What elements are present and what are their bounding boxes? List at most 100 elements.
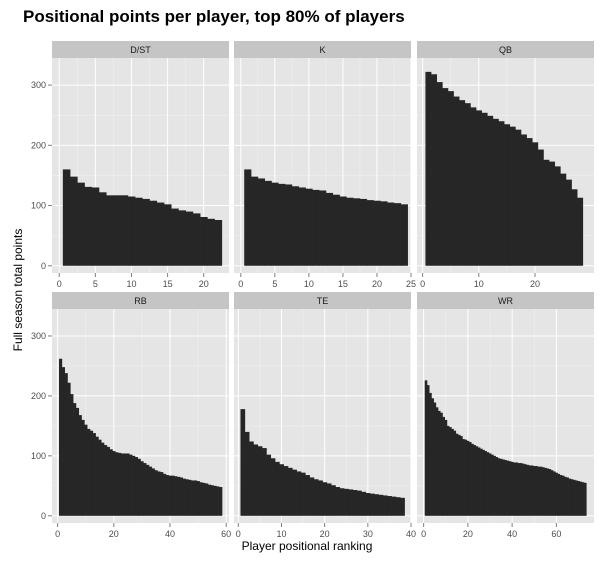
- bar-wr-41: [513, 462, 516, 516]
- bar-te-25: [344, 488, 349, 516]
- bar-rb-7: [75, 407, 80, 516]
- bar-wr-18: [462, 439, 465, 516]
- bar-wr-57: [548, 469, 552, 516]
- bar-rb-18: [106, 446, 110, 516]
- bar-wr-35: [499, 458, 503, 516]
- bar-qb-20: [532, 142, 539, 266]
- bar-k-4: [264, 180, 272, 266]
- bar-wr-10: [444, 419, 448, 516]
- bar-k-19: [366, 200, 374, 266]
- x-tick-label-qb: 10: [474, 279, 484, 289]
- bar-qb-18: [520, 134, 527, 266]
- bar-wr-28: [484, 451, 488, 516]
- bar-rb-9: [81, 419, 85, 516]
- bar-wr-21: [468, 442, 472, 516]
- bar-wr-67: [570, 479, 574, 516]
- bar-k-15: [339, 196, 347, 266]
- bar-wr-5: [433, 402, 437, 516]
- bar-wr-50: [533, 466, 536, 516]
- bar-wr-58: [550, 470, 554, 516]
- y-tick-label: 200: [31, 391, 46, 401]
- bar-wr-29: [486, 452, 490, 516]
- bar-qb-11: [481, 112, 488, 266]
- bar-rb-39: [165, 475, 169, 516]
- bar-rb-19: [109, 449, 113, 516]
- bar-qb-1: [425, 71, 432, 266]
- bar-d-st-2: [70, 176, 78, 266]
- bar-wr-27: [482, 449, 485, 516]
- bar-rb-57: [216, 486, 220, 516]
- x-tick-label-k: 25: [406, 279, 416, 289]
- bar-d-st-20: [200, 216, 208, 266]
- bar-qb-19: [526, 138, 533, 266]
- bar-wr-48: [528, 465, 532, 516]
- bar-qb-2: [431, 74, 438, 266]
- bar-wr-47: [526, 464, 530, 516]
- bar-rb-1: [59, 358, 63, 516]
- facet-strip-k: [234, 41, 411, 58]
- bar-wr-2: [426, 385, 430, 516]
- bar-d-st-21: [207, 218, 215, 266]
- bar-k-18: [359, 198, 368, 266]
- bar-rb-53: [205, 483, 209, 516]
- y-tick-label: 200: [31, 140, 46, 150]
- bar-rb-10: [84, 424, 88, 516]
- bar-wr-59: [553, 471, 556, 516]
- bar-rb-42: [174, 476, 178, 516]
- bar-wr-38: [506, 460, 510, 516]
- bar-wr-61: [557, 473, 561, 516]
- bar-wr-9: [442, 416, 445, 516]
- facet-strip-label-d-st: D/ST: [130, 45, 151, 55]
- bar-rb-16: [101, 442, 105, 516]
- bar-d-st-22: [214, 220, 223, 266]
- bar-rb-38: [162, 473, 167, 516]
- bar-rb-29: [137, 458, 141, 516]
- bar-te-20: [322, 482, 328, 516]
- bar-rb-31: [143, 463, 147, 516]
- bar-d-st-17: [178, 210, 186, 266]
- y-tick-label: 0: [41, 511, 46, 521]
- bar-rb-40: [168, 475, 172, 516]
- facet-strip-rb: [52, 292, 229, 309]
- bar-wr-33: [495, 457, 499, 516]
- bar-rb-17: [103, 445, 108, 516]
- bar-te-37: [395, 497, 401, 516]
- bar-k-3: [257, 178, 265, 266]
- bar-qb-8: [464, 103, 471, 266]
- bar-wr-3: [429, 392, 432, 516]
- bar-wr-53: [539, 466, 543, 516]
- facet-strip-label-wr: WR: [498, 296, 513, 306]
- bar-rb-25: [126, 453, 130, 516]
- x-tick-label-d-st: 10: [126, 279, 136, 289]
- bar-wr-62: [559, 475, 563, 516]
- bar-qb-15: [504, 124, 511, 266]
- bar-k-20: [373, 200, 381, 266]
- bar-rb-2: [61, 367, 65, 516]
- y-tick-label: 0: [41, 261, 46, 271]
- bar-rb-8: [78, 415, 82, 516]
- bar-te-29: [361, 491, 367, 516]
- bar-te-11: [283, 466, 289, 516]
- x-tick-label-rb: 0: [55, 529, 60, 539]
- bar-k-17: [353, 198, 361, 266]
- bar-te-6: [262, 448, 267, 516]
- bar-wr-40: [511, 461, 514, 516]
- bar-te-8: [270, 458, 276, 516]
- bar-te-10: [279, 464, 284, 516]
- x-tick-label-k: 5: [272, 279, 277, 289]
- bar-qb-6: [453, 96, 460, 266]
- bar-qb-25: [560, 173, 567, 266]
- bar-rb-21: [115, 452, 119, 516]
- bar-te-13: [292, 469, 297, 516]
- bar-d-st-16: [171, 208, 179, 266]
- x-tick-label-wr: 20: [463, 529, 473, 539]
- bar-wr-72: [581, 482, 585, 516]
- bar-rb-12: [89, 430, 94, 516]
- bar-wr-13: [451, 428, 454, 516]
- bar-d-st-13: [149, 200, 158, 266]
- y-tick-label: 300: [31, 331, 46, 341]
- x-tick-label-te: 30: [363, 529, 373, 539]
- bar-te-16: [305, 475, 310, 516]
- bar-te-22: [331, 485, 336, 516]
- bar-wr-1: [424, 380, 428, 516]
